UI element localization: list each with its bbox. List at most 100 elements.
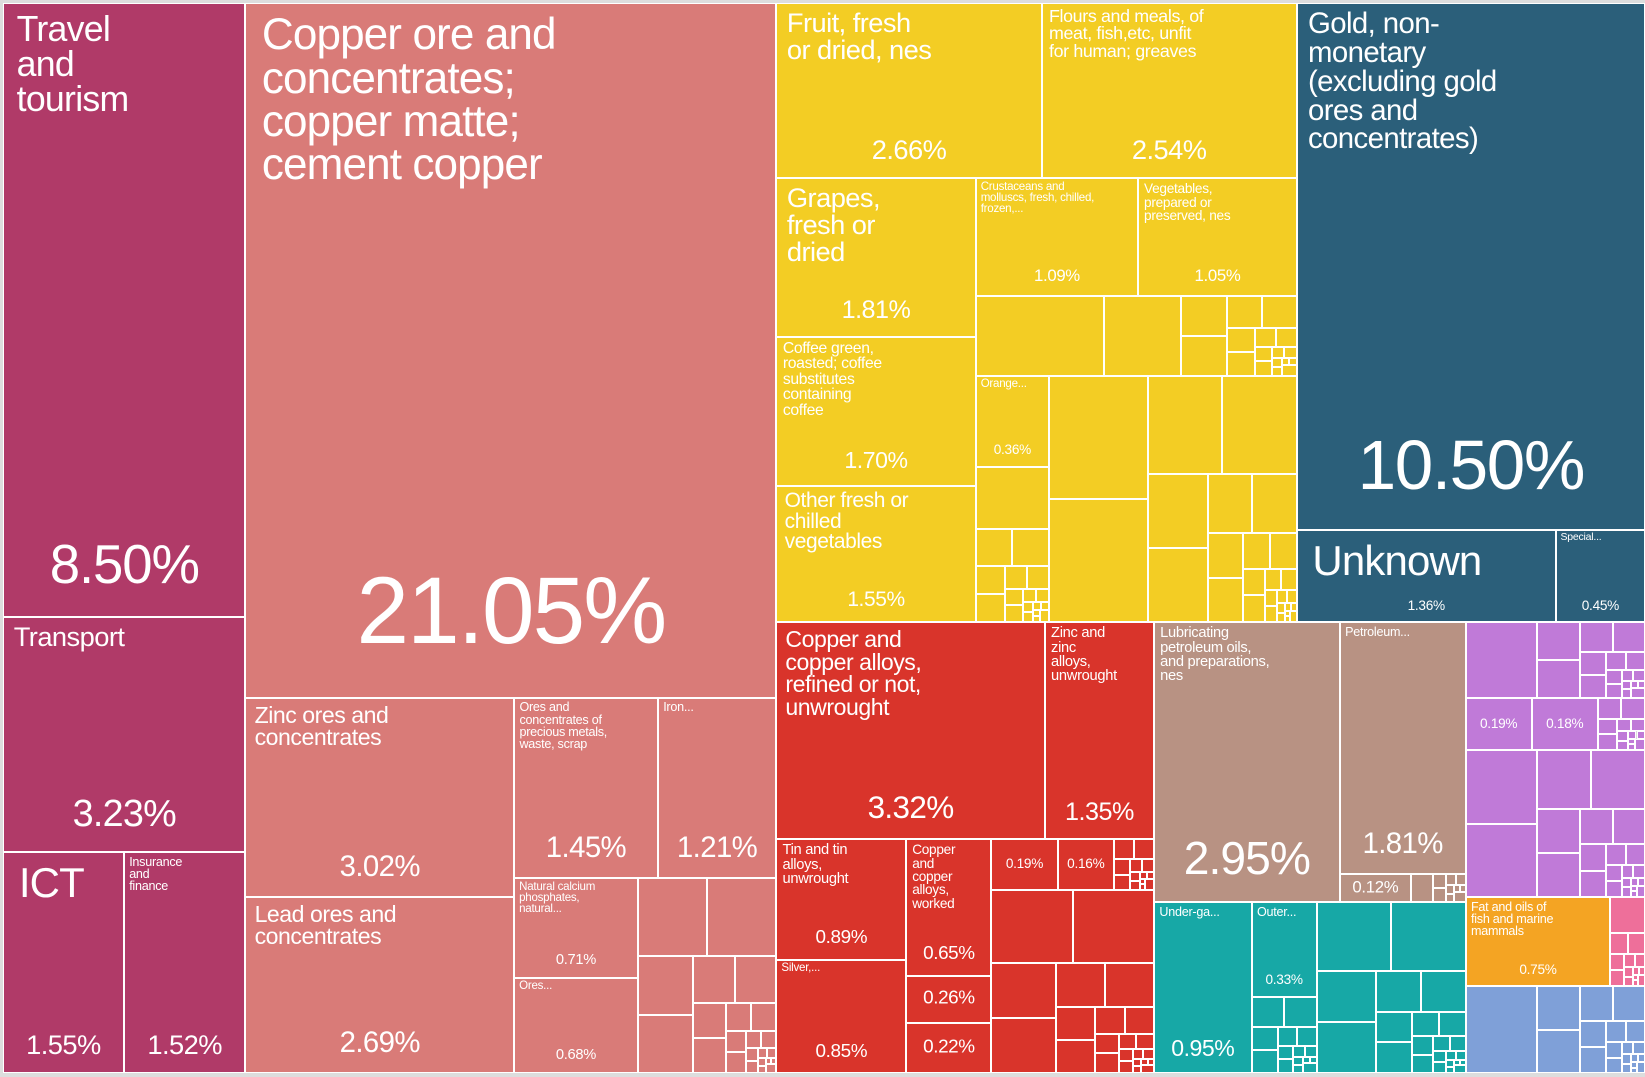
value-label: 0.22% (923, 1036, 975, 1058)
value-label: 0.89% (815, 927, 868, 949)
small-tile (1271, 358, 1282, 367)
small-tile (1251, 1027, 1278, 1051)
cell-label: Copper ore and concentrates; copper matt… (261, 10, 557, 189)
treemap-cell: Grapes, fresh or dried 1.81% (776, 178, 976, 337)
small-tile (1027, 566, 1050, 589)
small-tile (1445, 885, 1454, 894)
small-tile (1432, 873, 1446, 889)
small-tile (975, 566, 1006, 595)
value-label: 0.95% (1171, 1034, 1235, 1061)
cell-label: Transport (13, 620, 125, 652)
treemap-cell: Under-ga... 0.95% (1154, 902, 1252, 1074)
small-tile (1597, 697, 1622, 719)
small-tile (1632, 974, 1638, 981)
value-label: 0.85% (815, 1040, 868, 1062)
small-tile (1280, 568, 1297, 591)
small-tile (1005, 566, 1028, 589)
treemap-cell: Travel and tourism 8.50% (3, 3, 246, 617)
treemap-cell: Ores... 0.68% (514, 977, 638, 1074)
small-tile (1433, 1051, 1447, 1063)
treemap-cell: Orange... 0.36% (975, 375, 1050, 467)
small-tile (975, 594, 1006, 623)
small-tile (1072, 889, 1154, 964)
small-tile (1580, 674, 1607, 698)
small-tile (1033, 601, 1042, 611)
value-label: 10.50% (1357, 426, 1586, 505)
small-tile (1035, 588, 1050, 602)
small-tile (1302, 1063, 1317, 1074)
small-tile (1580, 870, 1607, 897)
small-tile (1118, 1061, 1133, 1074)
small-tile (1433, 1036, 1450, 1052)
small-tile (1264, 590, 1278, 607)
treemap-cell: Fat and oils of fish and marine mammals 0… (1465, 896, 1611, 987)
small-tile (1264, 568, 1281, 591)
treemap-cell: Lead ores and concentrates 2.69% (245, 896, 515, 1074)
small-tile (1631, 885, 1637, 892)
small-tile (1636, 1061, 1645, 1074)
treemap-cell: Ores and concentrates of precious metals… (514, 697, 658, 879)
small-tile (746, 1060, 759, 1074)
small-tile (1637, 974, 1645, 987)
treemap-cell: 0.19% (991, 839, 1058, 890)
small-tile (1597, 734, 1617, 751)
small-tile (1580, 844, 1607, 871)
small-tile (1056, 963, 1106, 1008)
small-tile (991, 889, 1073, 964)
small-tile (1616, 731, 1628, 741)
small-tile (1631, 877, 1639, 886)
treemap-cell: Flours and meals, of meat, fish,etc, unf… (1041, 3, 1297, 179)
small-tile (1293, 1056, 1303, 1065)
small-tile (1638, 1054, 1645, 1062)
small-tile (1287, 590, 1297, 603)
small-tile (1633, 1041, 1645, 1055)
small-tile (1181, 335, 1228, 376)
value-label: 1.55% (847, 587, 905, 611)
cell-label: Copper and copper alloys, refined or not… (785, 625, 922, 720)
small-tile (1132, 1058, 1142, 1067)
small-tile (1446, 1066, 1454, 1074)
treemap-cell: 0.22% (906, 1022, 992, 1074)
small-tile (1625, 1020, 1645, 1042)
small-tile (1627, 932, 1645, 955)
treemap-cell: Zinc ores and concentrates 3.02% (245, 697, 515, 897)
small-tile (1580, 622, 1613, 653)
small-tile (1632, 980, 1638, 987)
treemap-cell: 0.18% (1531, 697, 1598, 751)
value-label: 0.75% (1519, 961, 1557, 977)
small-tile (1597, 718, 1617, 735)
small-tile (1621, 689, 1632, 698)
small-tile (1411, 1054, 1434, 1074)
treemap-cell: ICT 1.55% (3, 851, 124, 1074)
small-tile (1227, 295, 1262, 328)
treemap-cell: Tin and tin alloys, unwrought 0.89% (776, 839, 907, 960)
small-tile (1304, 1045, 1317, 1057)
small-tile (1227, 327, 1256, 352)
small-tile (1271, 366, 1282, 376)
small-tile (1628, 731, 1637, 739)
small-tile (1281, 365, 1297, 376)
small-tile (746, 1031, 762, 1048)
value-label: 3.32% (867, 789, 955, 825)
small-tile (1624, 966, 1633, 977)
small-tile (1610, 932, 1628, 955)
small-tile (1114, 859, 1131, 875)
small-tile (1148, 548, 1208, 623)
small-tile (1616, 740, 1628, 751)
small-tile (1606, 865, 1622, 882)
small-tile (1275, 327, 1297, 347)
treemap-cell: 0.16% (1057, 839, 1115, 890)
treemap-cell: Zinc and zinc alloys, unwrought 1.35% (1044, 622, 1154, 840)
small-tile (770, 1058, 777, 1065)
small-tile (1445, 893, 1454, 903)
small-tile (1580, 652, 1607, 675)
treemap-cell: 0.19% (1465, 697, 1532, 751)
small-tile (1621, 1054, 1632, 1064)
small-tile (1537, 659, 1581, 698)
small-tile (758, 1047, 768, 1059)
small-tile (1612, 808, 1645, 845)
small-tile (1118, 1033, 1137, 1050)
value-label: 1.09% (1034, 266, 1080, 285)
small-tile (1022, 588, 1036, 602)
small-tile (1638, 966, 1645, 975)
